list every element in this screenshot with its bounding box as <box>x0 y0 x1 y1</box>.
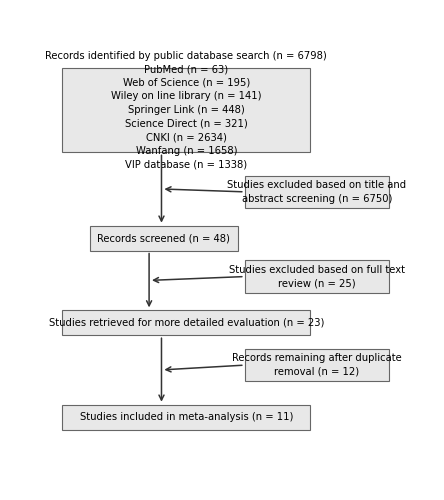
Text: Studies excluded based on title and
abstract screening (n = 6750): Studies excluded based on title and abst… <box>227 180 407 204</box>
Text: Records screened (n = 48): Records screened (n = 48) <box>97 233 230 243</box>
FancyBboxPatch shape <box>245 176 389 208</box>
Text: Studies excluded based on full text
review (n = 25): Studies excluded based on full text revi… <box>229 265 405 288</box>
Text: Records remaining after duplicate
removal (n = 12): Records remaining after duplicate remova… <box>232 354 402 377</box>
FancyBboxPatch shape <box>245 349 389 382</box>
FancyBboxPatch shape <box>90 226 238 250</box>
FancyBboxPatch shape <box>62 68 310 152</box>
FancyBboxPatch shape <box>62 310 310 336</box>
FancyBboxPatch shape <box>62 404 310 429</box>
Text: Records identified by public database search (n = 6798)
PubMed (n = 63)
Web of S: Records identified by public database se… <box>45 50 327 170</box>
Text: Studies retrieved for more detailed evaluation (n = 23): Studies retrieved for more detailed eval… <box>48 318 324 328</box>
FancyBboxPatch shape <box>245 260 389 293</box>
Text: Studies included in meta-analysis (n = 11): Studies included in meta-analysis (n = 1… <box>79 412 293 422</box>
